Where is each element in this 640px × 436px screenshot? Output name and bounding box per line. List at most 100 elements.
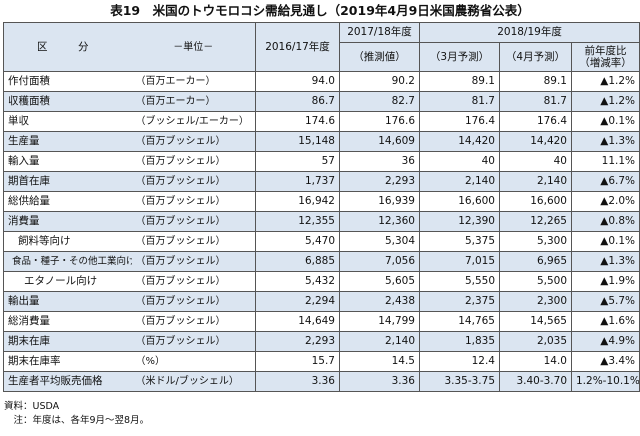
value-march: 16,600 xyxy=(419,191,500,212)
value-2017: 176.6 xyxy=(339,111,420,132)
value-april: 2,035 xyxy=(499,331,572,352)
value-april: 14.0 xyxy=(499,351,572,372)
table-row: 食品・種子・その他工業向け （百万ブッシェル） 6,885 7,056 7,01… xyxy=(3,251,640,272)
value-march: 5,550 xyxy=(419,271,500,292)
table-row: エタノール向け （百万ブッシェル） 5,432 5,605 5,550 5,50… xyxy=(3,271,640,292)
value-2016: 15.7 xyxy=(255,351,340,372)
row-unit: （百万ブッシェル） xyxy=(131,251,256,272)
value-2017: 7,056 xyxy=(339,251,420,272)
value-2017: 2,293 xyxy=(339,171,420,192)
value-april: 16,600 xyxy=(499,191,572,212)
table-row: 収穫面積 （百万エーカー） 86.7 82.7 81.7 81.7 ▲1.2% xyxy=(3,91,640,112)
row-label: 生産者平均販売価格 xyxy=(3,371,132,392)
value-march: 7,015 xyxy=(419,251,500,272)
row-label: 期末在庫 xyxy=(3,331,132,352)
value-march: 176.4 xyxy=(419,111,500,132)
value-change: ▲3.4% xyxy=(570,351,640,372)
value-2017: 82.7 xyxy=(339,91,420,112)
value-2016: 15,148 xyxy=(255,131,340,152)
value-change: ▲5.7% xyxy=(570,291,640,312)
value-april: 40 xyxy=(499,151,572,172)
row-unit: （百万ブッシェル） xyxy=(131,171,256,192)
row-unit: （百万ブッシェル） xyxy=(131,131,256,152)
row-unit: （百万エーカー） xyxy=(131,71,256,92)
header-item: 区 分 xyxy=(3,22,132,72)
value-2017: 5,304 xyxy=(339,231,420,252)
header-unit: －単位－ xyxy=(131,22,256,72)
value-2016: 3.36 xyxy=(255,371,340,392)
row-unit: （百万ブッシェル） xyxy=(131,231,256,252)
header-2018: 2018/19年度 xyxy=(418,22,640,43)
row-label: 消費量 xyxy=(3,211,132,232)
value-change: ▲0.1% xyxy=(570,111,640,132)
value-april: 14,565 xyxy=(499,311,572,332)
table-row: 作付面積 （百万エーカー） 94.0 90.2 89.1 89.1 ▲1.2% xyxy=(3,71,640,92)
table-row: 総供給量 （百万ブッシェル） 16,942 16,939 16,600 16,6… xyxy=(3,191,640,212)
value-2017: 90.2 xyxy=(339,71,420,92)
table-row: 期首在庫 （百万ブッシェル） 1,737 2,293 2,140 2,140 ▲… xyxy=(3,171,640,192)
value-april: 89.1 xyxy=(499,71,572,92)
value-march: 81.7 xyxy=(419,91,500,112)
value-2017: 5,605 xyxy=(339,271,420,292)
value-change: ▲1.2% xyxy=(570,91,640,112)
value-april: 12,265 xyxy=(499,211,572,232)
value-2017: 36 xyxy=(339,151,420,172)
header-2017-estimate: （推測値） xyxy=(339,42,420,72)
value-change: ▲1.3% xyxy=(570,131,640,152)
header-2016: 2016/17年度 xyxy=(255,22,340,72)
table-row: 生産量 （百万ブッシェル） 15,148 14,609 14,420 14,42… xyxy=(3,131,640,152)
value-2017: 2,140 xyxy=(339,331,420,352)
value-april: 3.40-3.70 xyxy=(499,371,572,392)
row-unit: （百万ブッシェル） xyxy=(131,211,256,232)
value-april: 6,965 xyxy=(499,251,572,272)
value-march: 89.1 xyxy=(419,71,500,92)
value-change: ▲1.3% xyxy=(570,251,640,272)
value-2016: 16,942 xyxy=(255,191,340,212)
value-change: ▲0.8% xyxy=(570,211,640,232)
row-label: 輸出量 xyxy=(3,291,132,312)
value-change: ▲4.9% xyxy=(570,331,640,352)
value-2016: 94.0 xyxy=(255,71,340,92)
value-2016: 1,737 xyxy=(255,171,340,192)
value-2017: 14.5 xyxy=(339,351,420,372)
table-title: 表19 米国のトウモロコシ需給見通し（2019年4月9日米国農務省公表） xyxy=(110,3,530,18)
header-change-line1: 前年度比 xyxy=(584,45,627,57)
row-unit: （百万ブッシェル） xyxy=(131,271,256,292)
row-label: 飼料等向け xyxy=(3,231,132,252)
row-unit: （百万ブッシェル） xyxy=(131,291,256,312)
value-2016: 174.6 xyxy=(255,111,340,132)
value-change: ▲6.7% xyxy=(570,171,640,192)
row-unit: （百万エーカー） xyxy=(131,91,256,112)
value-april: 14,420 xyxy=(499,131,572,152)
table-row: 単収 （ブッシェル/エーカー） 174.6 176.6 176.4 176.4 … xyxy=(3,111,640,132)
row-unit: （ブッシェル/エーカー） xyxy=(131,111,256,132)
row-label: 期首在庫 xyxy=(3,171,132,192)
row-label: 期末在庫率 xyxy=(3,351,132,372)
table-row: 生産者平均販売価格 （米ドル/ブッシェル） 3.36 3.36 3.35-3.7… xyxy=(3,371,640,392)
value-march: 3.35-3.75 xyxy=(419,371,500,392)
table-row: 飼料等向け （百万ブッシェル） 5,470 5,304 5,375 5,300 … xyxy=(3,231,640,252)
value-april: 2,300 xyxy=(499,291,572,312)
row-label: エタノール向け xyxy=(3,271,132,292)
value-2016: 57 xyxy=(255,151,340,172)
value-change: ▲1.2% xyxy=(570,71,640,92)
row-label: 食品・種子・その他工業向け xyxy=(3,251,132,272)
source-note: 資料：USDA xyxy=(4,401,60,412)
value-march: 40 xyxy=(419,151,500,172)
value-change: ▲1.6% xyxy=(570,311,640,332)
table-row: 期末在庫率 （%） 15.7 14.5 12.4 14.0 ▲3.4% xyxy=(3,351,640,372)
header-row-2: （推測値） （3月予測） （4月予測） 前年度比 （増減率） xyxy=(4,42,640,72)
table-row: 輸入量 （百万ブッシェル） 57 36 40 40 11.1% xyxy=(3,151,640,172)
value-april: 5,300 xyxy=(499,231,572,252)
value-march: 14,765 xyxy=(419,311,500,332)
value-2017: 14,799 xyxy=(339,311,420,332)
row-label: 収穫面積 xyxy=(3,91,132,112)
value-april: 2,140 xyxy=(499,171,572,192)
value-april: 176.4 xyxy=(499,111,572,132)
value-march: 1,835 xyxy=(419,331,500,352)
value-2017: 16,939 xyxy=(339,191,420,212)
header-row-1: 区 分 －単位－ 2016/17年度 2017/18年度 2018/19年度 xyxy=(3,22,640,72)
row-unit: （百万ブッシェル） xyxy=(131,151,256,172)
value-change: 1.2%-10.1% xyxy=(570,371,640,392)
row-label: 輸入量 xyxy=(3,151,132,172)
